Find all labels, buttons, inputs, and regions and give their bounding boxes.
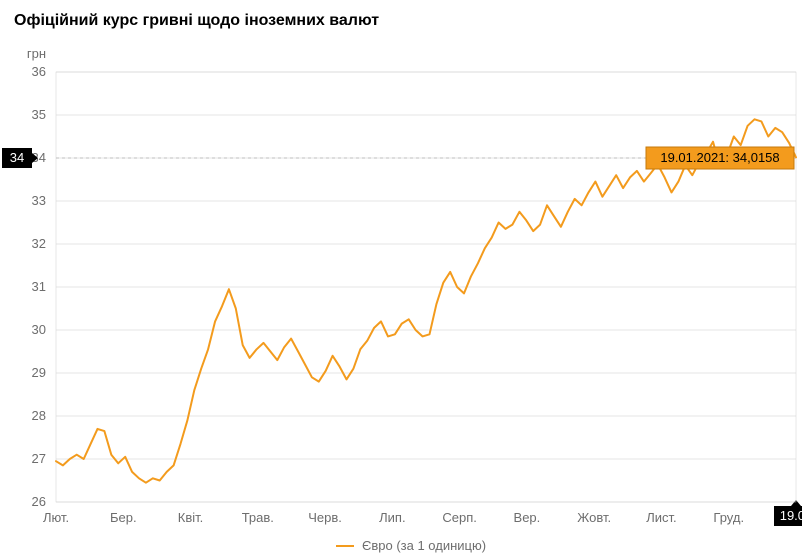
x-tick-label: Груд. (713, 510, 744, 525)
x-tick-label: Жовт. (577, 510, 611, 525)
x-tick-label: Вер. (514, 510, 541, 525)
y-highlight-flag-label: 34 (10, 150, 24, 165)
legend-label: Євро (за 1 одиницю) (362, 538, 486, 553)
y-tick-label: 28 (32, 408, 46, 423)
y-tick-label: 26 (32, 494, 46, 509)
chart-title: Офіційний курс гривні щодо іноземних вал… (0, 0, 802, 30)
x-tick-label: Черв. (308, 510, 342, 525)
x-tick-label: Лист. (646, 510, 676, 525)
x-tick-label: Серп. (442, 510, 477, 525)
chart-area: 26 27 28 29 30 31 32 33 34 35 36 грн Лют. Бер. Квіт. Тр… (0, 42, 802, 560)
x-tick-label: Лип. (379, 510, 405, 525)
x-tick-label: Квіт. (178, 510, 204, 525)
y-tick-label: 32 (32, 236, 46, 251)
y-tick-label: 30 (32, 322, 46, 337)
y-tick-label: 29 (32, 365, 46, 380)
y-tick-label: 31 (32, 279, 46, 294)
y-tick-label: 36 (32, 64, 46, 79)
x-tick-label: Лют. (43, 510, 69, 525)
y-tick-label: 27 (32, 451, 46, 466)
y-tick-label: 35 (32, 107, 46, 122)
tooltip-text: 19.01.2021: 34,0158 (660, 150, 779, 165)
y-tick-label: 33 (32, 193, 46, 208)
y-axis-title: грн (27, 46, 46, 61)
x-axis-flag-label: 19.01 (780, 508, 802, 523)
x-tick-label: Бер. (110, 510, 137, 525)
line-chart-svg: 26 27 28 29 30 31 32 33 34 35 36 грн Лют. Бер. Квіт. Тр… (0, 42, 802, 560)
x-tick-label: Трав. (242, 510, 274, 525)
